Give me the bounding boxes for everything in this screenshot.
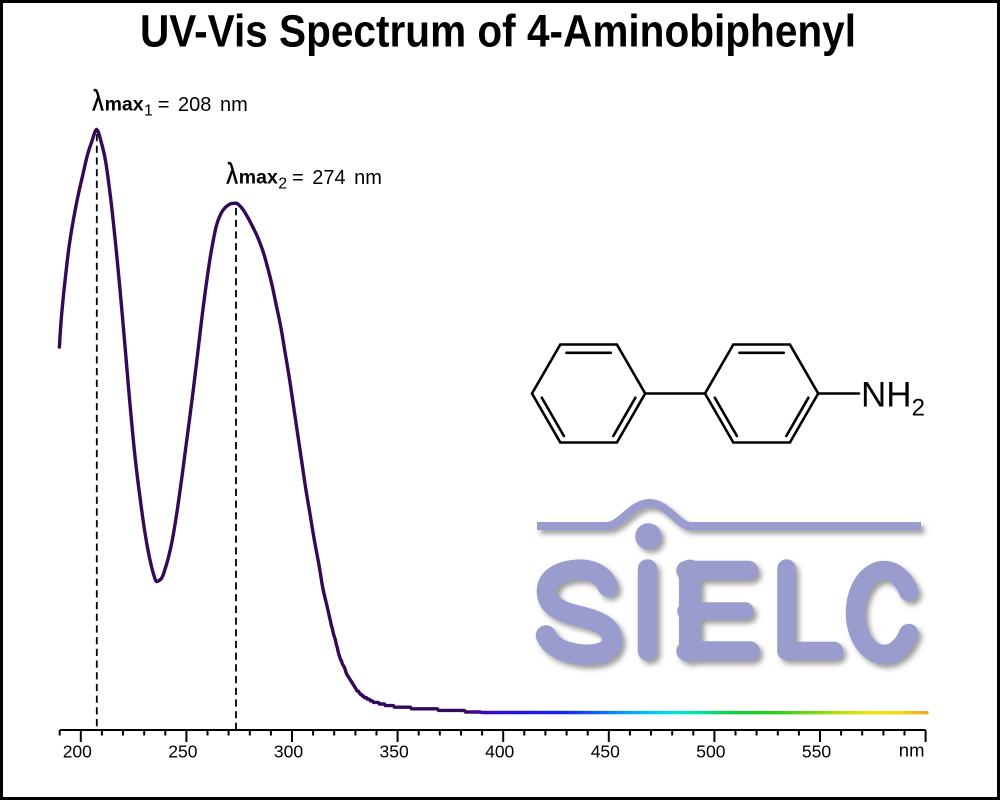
svg-text:400: 400 <box>485 742 514 762</box>
svg-text:250: 250 <box>168 742 197 762</box>
svg-text:λ: λ <box>226 157 237 190</box>
svg-text:450: 450 <box>591 742 620 762</box>
svg-text:max: max <box>239 167 278 189</box>
svg-text:550: 550 <box>802 742 831 762</box>
svg-text:nm: nm <box>899 740 925 761</box>
svg-text:λ: λ <box>92 84 103 117</box>
svg-text:200: 200 <box>63 742 92 762</box>
svg-text:= 274 nm: = 274 nm <box>292 167 382 189</box>
svg-text:350: 350 <box>379 742 408 762</box>
svg-text:UV-Vis Spectrum of 4-Aminobiph: UV-Vis Spectrum of 4-Aminobiphenyl <box>140 6 856 57</box>
svg-text:max: max <box>105 93 144 115</box>
svg-text:300: 300 <box>274 742 303 762</box>
svg-text:500: 500 <box>696 742 725 762</box>
svg-text:2: 2 <box>278 176 287 193</box>
svg-text:= 208 nm: = 208 nm <box>158 94 248 116</box>
svg-text:1: 1 <box>144 102 153 119</box>
